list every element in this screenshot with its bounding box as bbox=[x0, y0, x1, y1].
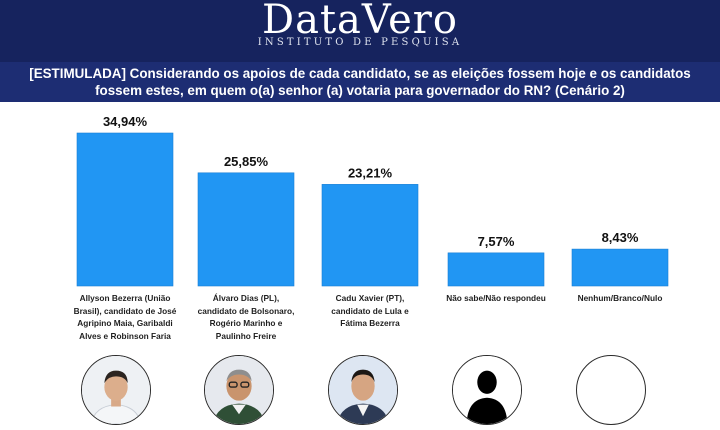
question-line-2: fossem estes, em quem o(a) senhor (a) vo… bbox=[95, 83, 625, 98]
avatar-nenhum bbox=[576, 355, 646, 425]
logo: DataVero bbox=[262, 0, 458, 43]
category-label-line: candidato de Bolsonaro, bbox=[197, 305, 295, 316]
data-label-3: 7,57% bbox=[478, 234, 515, 249]
logo-subtitle: INSTITUTO DE PESQUISA bbox=[257, 37, 463, 48]
bar-chart: 34,94% 25,85% 23,21% 7,57% 8,43% bbox=[76, 114, 669, 287]
silhouette-icon bbox=[453, 356, 521, 424]
bar-3 bbox=[447, 252, 545, 287]
category-label-line: candidato de Lula e bbox=[331, 305, 409, 316]
category-label-line: Alves e Robinson Faria bbox=[79, 330, 171, 341]
category-label-1: Álvaro Dias (PL), candidato de Bolsonaro,… bbox=[189, 292, 303, 342]
question-banner: [ESTIMULADA] Considerando os apoios de c… bbox=[0, 62, 720, 102]
bar-1 bbox=[197, 172, 295, 287]
category-label-line: Paulinho Freire bbox=[215, 330, 277, 341]
bar-2 bbox=[321, 184, 419, 287]
avatar-allyson bbox=[81, 355, 151, 425]
bar-4 bbox=[571, 248, 669, 287]
data-label-2: 23,21% bbox=[348, 165, 393, 180]
category-label-4: Nenhum/Branco/Nulo bbox=[563, 292, 677, 305]
category-label-0: Allyson Bezerra (União Brasil), candidato… bbox=[68, 292, 182, 342]
person-photo-icon bbox=[82, 356, 150, 424]
category-label-line: Álvaro Dias (PL), bbox=[212, 293, 280, 303]
category-label-line: Rogério Marinho e bbox=[209, 318, 283, 328]
data-label-1: 25,85% bbox=[224, 154, 269, 169]
avatar-nao-sabe bbox=[452, 355, 522, 425]
person-photo-icon bbox=[329, 356, 397, 424]
data-label-4: 8,43% bbox=[602, 230, 639, 245]
question-line-1: [ESTIMULADA] Considerando os apoios de c… bbox=[29, 66, 691, 81]
category-label-2: Cadu Xavier (PT), candidato de Lula e Fáti… bbox=[313, 292, 427, 330]
category-label-3: Não sabe/Não respondeu bbox=[439, 292, 553, 305]
person-photo-icon bbox=[205, 356, 273, 424]
bar-0 bbox=[76, 132, 174, 287]
category-label-line: Fátima Bezerra bbox=[340, 318, 400, 328]
data-label-0: 34,94% bbox=[103, 114, 148, 129]
category-label-line: Cadu Xavier (PT), bbox=[335, 293, 405, 303]
avatar-alvaro bbox=[204, 355, 274, 425]
category-label-line: Agripino Maia, Garibaldi bbox=[77, 318, 173, 328]
avatar-cadu bbox=[328, 355, 398, 425]
header-banner: DataVero INSTITUTO DE PESQUISA bbox=[0, 0, 720, 62]
category-label-line: Não sabe/Não respondeu bbox=[446, 293, 546, 303]
category-label-line: Brasil), candidato de José bbox=[73, 305, 177, 316]
category-label-line: Allyson Bezerra (União bbox=[79, 293, 171, 303]
category-label-line: Nenhum/Branco/Nulo bbox=[577, 293, 663, 303]
